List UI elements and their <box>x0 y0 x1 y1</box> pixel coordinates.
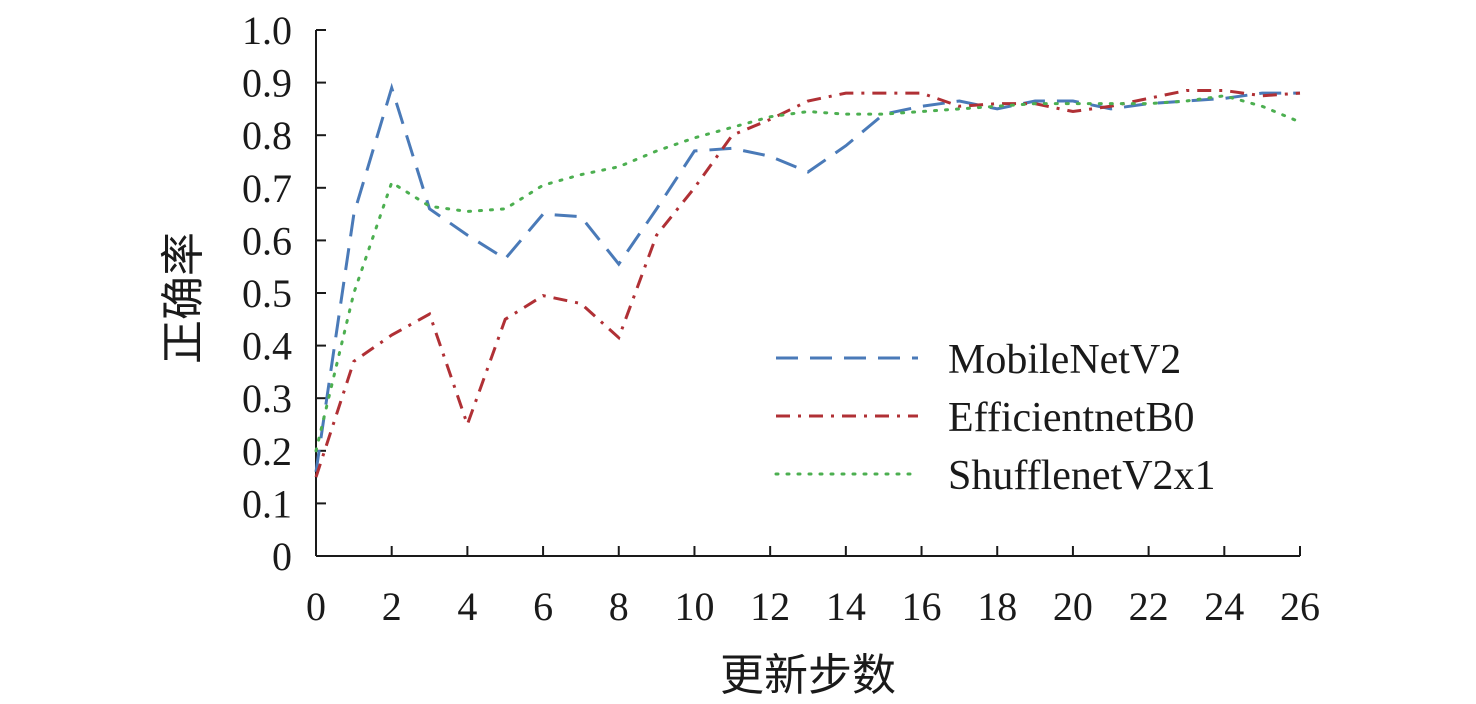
x-tick-label: 8 <box>609 584 629 629</box>
y-axis-label: 正确率 <box>159 232 208 364</box>
legend-item: ShufflenetV2x1 <box>774 453 1216 499</box>
x-tick-label: 18 <box>977 584 1017 629</box>
y-tick-label: 0.6 <box>242 218 292 263</box>
y-tick-label: 0.5 <box>242 271 292 316</box>
y-tick-label: 0.7 <box>242 166 292 211</box>
y-tick-label: 0.9 <box>242 61 292 106</box>
x-tick-label: 16 <box>902 584 942 629</box>
y-ticks: 0 0.1 0.2 0.3 0.4 0.5 0.6 0.7 0.8 0.9 1.0 <box>242 8 326 579</box>
legend-label: MobileNetV2 <box>948 337 1181 383</box>
legend-label: ShufflenetV2x1 <box>948 453 1216 499</box>
x-tick-label: 2 <box>382 584 402 629</box>
x-axis-label: 更新步数 <box>720 651 896 700</box>
y-tick-label: 0 <box>272 534 292 579</box>
x-tick-label: 12 <box>750 584 790 629</box>
y-tick-label: 0.3 <box>242 376 292 421</box>
legend-label: EfficientnetB0 <box>948 395 1194 441</box>
y-tick-label: 0.4 <box>242 324 292 369</box>
series-line-2 <box>314 94 1302 453</box>
y-tick-label: 1.0 <box>242 8 292 53</box>
y-tick-label: 0.1 <box>242 481 292 526</box>
series-line-0 <box>314 82 1300 473</box>
y-tick-label: 0.8 <box>242 113 292 158</box>
legend-item: MobileNetV2 <box>776 337 1181 383</box>
y-tick-label: 0.2 <box>242 429 292 474</box>
x-tick-label: 24 <box>1204 584 1244 629</box>
legend: MobileNetV2 EfficientnetB0 ShufflenetV2x1 <box>774 337 1216 499</box>
x-tick-label: 20 <box>1053 584 1093 629</box>
legend-item: EfficientnetB0 <box>776 395 1194 441</box>
x-tick-label: 14 <box>826 584 866 629</box>
series-line-1 <box>314 88 1301 478</box>
x-tick-label: 0 <box>306 584 326 629</box>
x-tick-label: 26 <box>1280 584 1320 629</box>
x-tick-label: 10 <box>674 584 714 629</box>
x-ticks: 0 2 4 6 8 10 12 14 16 18 20 22 24 26 <box>306 546 1320 629</box>
series-lines <box>314 82 1302 478</box>
x-tick-label: 6 <box>533 584 553 629</box>
x-tick-label: 4 <box>457 584 477 629</box>
x-tick-label: 22 <box>1129 584 1169 629</box>
